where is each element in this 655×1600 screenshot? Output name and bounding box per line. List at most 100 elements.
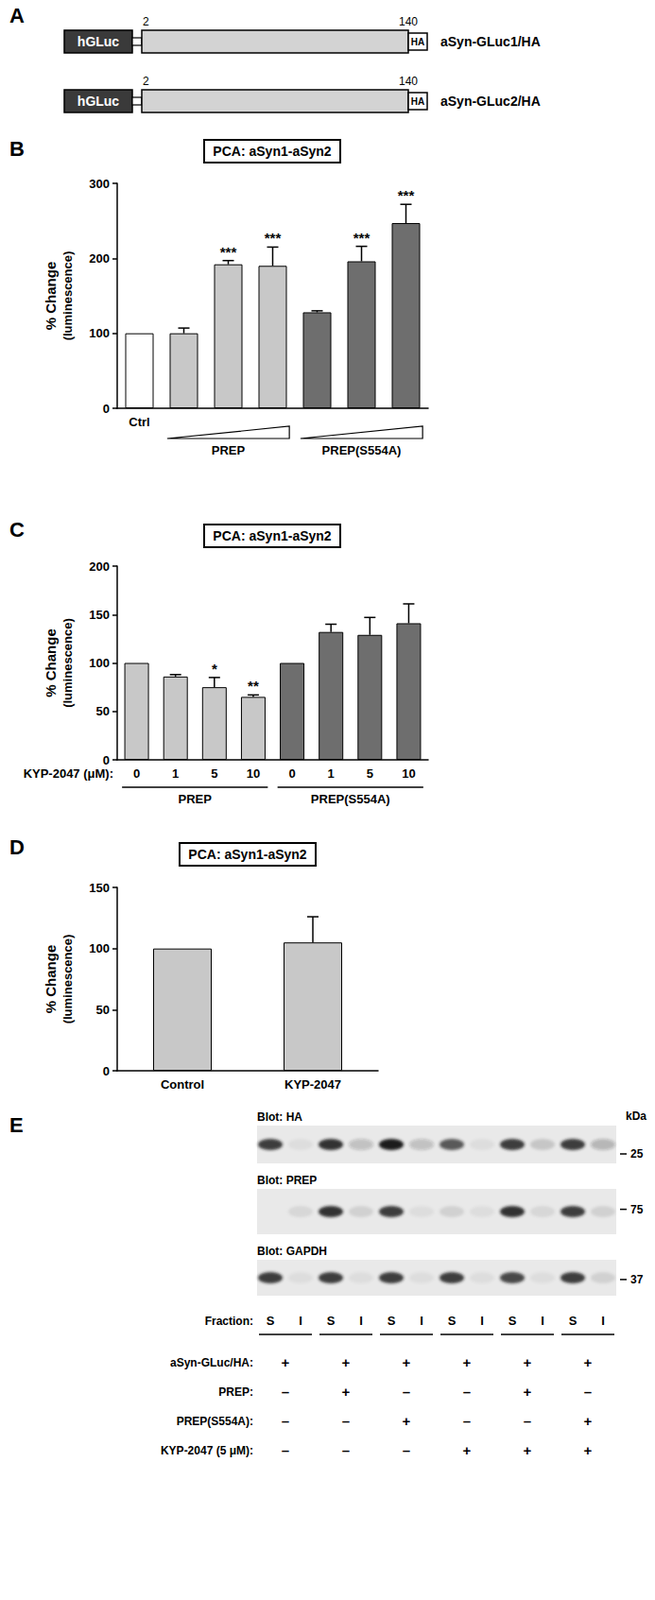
svg-text:(luminescence): (luminescence) (60, 618, 75, 708)
svg-text:aSyn-GLuc1/HA: aSyn-GLuc1/HA (440, 34, 541, 50)
svg-text:C: C (9, 517, 25, 542)
svg-text:150: 150 (88, 880, 110, 896)
svg-text:E: E (9, 1113, 24, 1138)
svg-text:***: *** (264, 229, 282, 246)
svg-text:Fraction:: Fraction: (205, 1314, 254, 1328)
svg-text:1: 1 (172, 766, 179, 781)
svg-text:0: 0 (133, 766, 140, 781)
svg-text:PREP: PREP (178, 792, 213, 807)
svg-text:–: – (463, 1383, 471, 1400)
svg-text:KYP-2047 (μM):: KYP-2047 (μM): (23, 766, 114, 781)
svg-text:A: A (9, 3, 25, 28)
svg-text:***: *** (220, 243, 238, 260)
svg-text:–: – (342, 1413, 350, 1430)
svg-text:PREP(S554A): PREP(S554A) (310, 792, 391, 807)
svg-text:5: 5 (366, 766, 374, 781)
svg-text:+: + (342, 1383, 351, 1400)
svg-text:(luminescence): (luminescence) (60, 251, 75, 342)
svg-text:0: 0 (103, 1064, 110, 1079)
svg-text:+: + (523, 1442, 533, 1459)
svg-text:–: – (281, 1383, 290, 1400)
svg-text:hGLuc: hGLuc (77, 93, 121, 109)
svg-text:PCA: aSyn1-aSyn2: PCA: aSyn1-aSyn2 (188, 846, 307, 862)
svg-text:–: – (342, 1442, 350, 1459)
svg-text:25: 25 (630, 1147, 644, 1161)
svg-text:100: 100 (88, 941, 110, 956)
svg-text:Ctrl: Ctrl (128, 414, 150, 430)
svg-text:–: – (402, 1442, 411, 1459)
svg-text:(luminescence): (luminescence) (60, 934, 75, 1025)
svg-text:I: I (480, 1313, 484, 1328)
svg-text:300: 300 (88, 176, 110, 191)
svg-text:200: 200 (88, 251, 110, 266)
svg-text:***: *** (397, 187, 415, 204)
svg-text:I: I (359, 1313, 363, 1328)
svg-text:Blot: PREP: Blot: PREP (257, 1173, 317, 1188)
svg-text:100: 100 (88, 326, 110, 341)
svg-text:0: 0 (103, 401, 110, 416)
svg-text:% Change: % Change (42, 261, 59, 331)
svg-text:KYP-2047 (5 μM):: KYP-2047 (5 μM): (160, 1444, 254, 1458)
svg-text:2: 2 (142, 15, 150, 29)
svg-text:Blot: HA: Blot: HA (257, 1110, 303, 1124)
svg-text:–: – (463, 1413, 471, 1430)
svg-text:+: + (584, 1442, 593, 1459)
svg-text:aSyn-GLuc2/HA: aSyn-GLuc2/HA (440, 93, 541, 109)
svg-text:+: + (463, 1442, 472, 1459)
svg-text:PREP(S554A): PREP(S554A) (322, 443, 402, 458)
svg-text:HA: HA (411, 96, 425, 107)
svg-text:I: I (601, 1313, 605, 1328)
svg-text:1: 1 (327, 766, 335, 781)
svg-text:S: S (266, 1313, 276, 1328)
svg-text:S: S (568, 1313, 578, 1328)
svg-text:I: I (419, 1313, 424, 1328)
svg-text:+: + (402, 1354, 412, 1371)
svg-text:2: 2 (142, 74, 150, 88)
svg-text:5: 5 (210, 766, 218, 781)
svg-text:+: + (523, 1354, 533, 1371)
svg-text:10: 10 (246, 766, 260, 781)
svg-text:+: + (463, 1354, 472, 1371)
svg-text:% Change: % Change (42, 945, 59, 1015)
svg-text:140: 140 (398, 74, 418, 88)
svg-text:0: 0 (288, 766, 295, 781)
svg-text:HA: HA (411, 36, 425, 48)
svg-text:0: 0 (103, 753, 110, 768)
svg-text:hGLuc: hGLuc (77, 34, 121, 50)
svg-text:S: S (448, 1313, 457, 1328)
svg-text:S: S (327, 1313, 336, 1328)
svg-text:S: S (387, 1313, 397, 1328)
svg-text:50: 50 (96, 1002, 110, 1017)
svg-text:75: 75 (630, 1203, 644, 1217)
svg-text:37: 37 (630, 1273, 644, 1287)
svg-text:PCA: aSyn1-aSyn2: PCA: aSyn1-aSyn2 (212, 143, 331, 159)
svg-text:+: + (584, 1354, 593, 1371)
svg-text:–: – (523, 1413, 532, 1430)
svg-text:+: + (584, 1413, 593, 1430)
svg-text:D: D (9, 835, 25, 860)
svg-text:–: – (281, 1413, 290, 1430)
svg-text:*: * (211, 660, 218, 677)
svg-text:Blot: GAPDH: Blot: GAPDH (257, 1244, 328, 1259)
svg-text:PREP:: PREP: (218, 1385, 254, 1399)
svg-text:PREP: PREP (211, 443, 246, 458)
svg-text:% Change: % Change (42, 628, 59, 698)
svg-text:Control: Control (160, 1077, 205, 1092)
svg-text:PREP(S554A):: PREP(S554A): (176, 1414, 254, 1429)
svg-text:PCA: aSyn1-aSyn2: PCA: aSyn1-aSyn2 (212, 528, 331, 544)
svg-text:–: – (281, 1442, 290, 1459)
svg-text:–: – (584, 1383, 592, 1400)
svg-text:100: 100 (88, 655, 110, 671)
svg-text:KYP-2047: KYP-2047 (284, 1077, 342, 1092)
svg-text:***: *** (353, 229, 371, 246)
svg-text:–: – (402, 1383, 411, 1400)
svg-text:I: I (540, 1313, 545, 1328)
svg-text:aSyn-GLuc/HA:: aSyn-GLuc/HA: (170, 1356, 254, 1370)
svg-text:+: + (281, 1354, 291, 1371)
svg-text:+: + (342, 1354, 351, 1371)
svg-text:140: 140 (398, 15, 418, 29)
svg-text:kDa: kDa (625, 1109, 647, 1123)
svg-text:10: 10 (401, 766, 415, 781)
svg-text:**: ** (247, 677, 259, 694)
svg-text:S: S (508, 1313, 518, 1328)
